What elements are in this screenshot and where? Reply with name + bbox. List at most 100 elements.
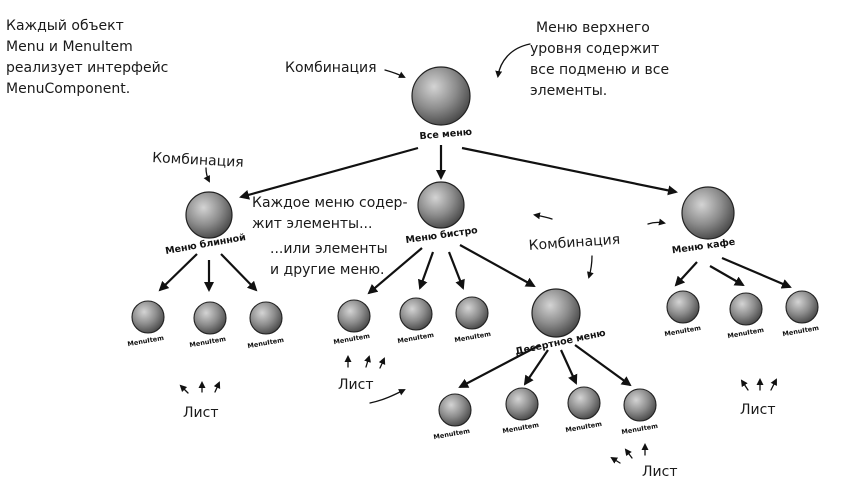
menu-item-leaf: MenuItem [189,301,227,349]
node-pancake-menu: Меню блинной [164,191,247,257]
composite-label: Комбинация [152,150,244,171]
pointer-arrow-icon [587,255,594,279]
leaf-ball [623,388,657,422]
leaf-label: MenuItem [333,332,371,346]
pointer-arrow-icon [647,218,666,226]
menu-item-leaf: MenuItem [565,386,603,434]
node-ball [185,191,233,239]
composite-label-dessert: Комбинация [528,212,666,279]
leaf-label: MenuItem [247,336,285,350]
note-line: и другие меню. [270,262,384,278]
edge-root-pancake [239,146,419,200]
edge-pancake-item3 [220,253,258,292]
leaf-caption: Лист [338,377,373,393]
leaf-label: MenuItem [621,422,659,436]
menu-item-leaf: MenuItem [247,301,285,350]
edge-dessert-item3 [559,349,578,385]
menu-item-leaf: MenuItem [397,297,435,345]
edge-cafe-item1 [674,261,698,287]
note-middle: Каждое меню содер- жит элементы... ...ил… [252,195,408,278]
note-top-left: Каждый объект Menu и MenuItem реализует … [6,18,168,97]
leaf-label: MenuItem [502,421,540,435]
note-line: реализует интерфейс [6,60,168,76]
node-ball [531,288,581,338]
leaf-pointer-icon [369,389,406,404]
leaf-ball [131,300,165,334]
leaf-label-cafe: Лист [740,378,777,418]
leaf-pointer-icon [610,456,621,464]
note-line: Menu и MenuItem [6,39,133,55]
leaf-label-pancake: Лист [179,381,221,421]
leaf-label: MenuItem [397,331,435,345]
leaf-caption: Лист [642,464,677,480]
node-root: Все меню [411,66,472,143]
edge-dessert-item1 [458,344,541,388]
note-line: Меню верхнего [536,20,650,36]
leaf-pointer-icon [378,357,386,369]
edge-root-cafe [461,146,678,196]
leaf-label: MenuItem [782,324,820,338]
pointer-arrow-icon [533,212,553,220]
note-line: жит элементы... [252,216,372,232]
leaf-ball [505,387,539,421]
node-cafe-menu: Меню кафе [671,186,736,257]
node-diner-menu: Меню бистро [405,181,479,246]
leaf-ball [193,301,227,335]
note-line: Каждое меню содер- [252,195,408,211]
composite-label: Комбинация [528,232,620,254]
leaf-ball [567,386,601,420]
node-ball [417,181,465,229]
leaf-ball [399,297,433,331]
pointer-arrow-icon [384,69,406,78]
leaf-ball [249,301,283,335]
note-line: ...или элементы [270,241,388,257]
leaf-caption: Лист [740,402,775,418]
node-dessert-menu: Десертное меню [514,288,607,358]
node-ball [681,186,735,240]
edge-dessert-item2 [523,349,549,386]
leaf-ball [455,296,489,330]
leaf-label: MenuItem [565,420,603,434]
leaf-label-dessert: Лист [610,443,677,480]
menu-item-leaf: MenuItem [333,299,371,346]
composite-label: Комбинация [285,60,377,76]
edge-dessert-item4 [574,344,632,387]
leaf-label: MenuItem [454,330,492,344]
leaf-ball [337,299,371,333]
leaf-pointer-icon [740,379,749,391]
menu-item-leaf: MenuItem [664,290,702,338]
node-label: Меню кафе [671,237,736,257]
leaf-label: MenuItem [433,427,471,441]
leaf-ball [785,290,819,324]
note-line: Каждый объект [6,18,124,34]
menu-item-leaf: MenuItem [621,388,659,436]
menu-item-leaf: MenuItem [502,387,540,435]
edge-cafe-item2 [709,265,745,286]
leaf-pointer-icon [179,384,189,394]
node-ball [411,66,471,126]
leaf-label: MenuItem [727,326,765,340]
composite-label-pancake: Комбинация [152,150,244,183]
leaf-pointer-icon [770,378,777,391]
edge-cafe-item3 [721,256,792,289]
leaf-ball [438,393,472,427]
note-top-right: Меню верхнего уровня содержит все подмен… [495,20,669,99]
menu-item-leaf: MenuItem [782,290,820,338]
edge-diner-item2 [418,251,435,290]
leaf-pointer-icon [364,355,371,368]
leaf-pointer-icon [624,448,633,459]
note-line: элементы. [530,83,607,99]
menu-item-leaf: MenuItem [454,296,492,344]
tree-edges [158,145,792,388]
note-arrow-icon [495,43,531,78]
leaf-label: MenuItem [127,334,165,348]
node-label: Все меню [419,127,472,143]
note-line: MenuComponent. [6,81,130,97]
leaf-label-diner: Лист [338,355,406,404]
menu-item-leaf: MenuItem [433,393,472,441]
menu-item-leaf: MenuItem [127,300,165,348]
edge-diner-dessert [459,244,536,287]
leaf-pointer-icon [213,381,221,393]
